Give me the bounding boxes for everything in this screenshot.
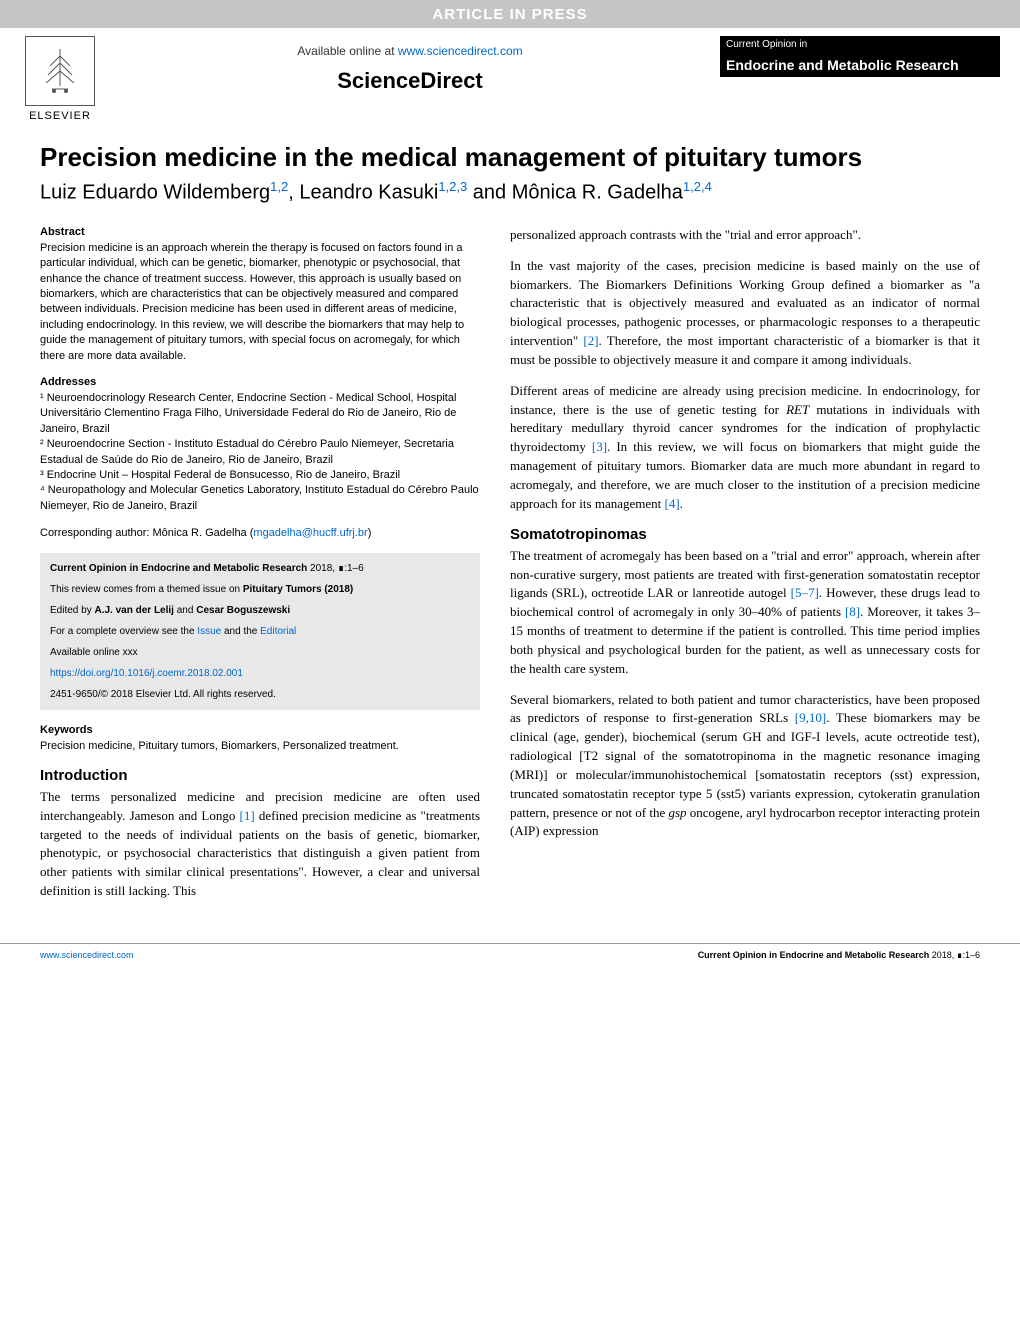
elsevier-tree-icon	[25, 36, 95, 106]
article-meta: Precision medicine in the medical manage…	[0, 122, 1020, 206]
doi-link[interactable]: https://doi.org/10.1016/j.coemr.2018.02.…	[50, 668, 243, 679]
sciencedirect-wordmark: ScienceDirect	[120, 68, 700, 94]
journal-box: Current Opinion in Endocrine and Metabol…	[720, 36, 1000, 77]
infobox-vol: 2018, ∎:1–6	[307, 563, 363, 574]
corresponding-prefix: Corresponding author: Mônica R. Gadelha …	[40, 527, 253, 539]
infobox-journal: Current Opinion in Endocrine and Metabol…	[50, 563, 307, 574]
header-center: Available online at www.sciencedirect.co…	[120, 36, 700, 94]
left-column: Abstract Precision medicine is an approa…	[40, 226, 480, 913]
somatotropinomas-heading: Somatotropinomas	[510, 526, 980, 543]
infobox-edited-prefix: Edited by	[50, 605, 94, 616]
available-online: Available online at www.sciencedirect.co…	[120, 44, 700, 58]
infobox-overview: For a complete overview see the Issue an…	[50, 624, 470, 639]
footer-right: Current Opinion in Endocrine and Metabol…	[698, 950, 980, 961]
somato-paragraph-1: The treatment of acromegaly has been bas…	[510, 547, 980, 679]
right-paragraph-1: personalized approach contrasts with the…	[510, 226, 980, 245]
two-column-layout: Abstract Precision medicine is an approa…	[0, 226, 1020, 933]
right-paragraph-2: In the vast majority of the cases, preci…	[510, 257, 980, 370]
infobox-editor2: Cesar Boguszewski	[196, 605, 290, 616]
authors: Luiz Eduardo Wildemberg1,2, Leandro Kasu…	[40, 179, 980, 206]
infobox-overview-and: and the	[221, 626, 260, 637]
abstract-heading: Abstract	[40, 226, 480, 238]
intro-paragraph-1: The terms personalized medicine and prec…	[40, 788, 480, 901]
infobox-citation: Current Opinion in Endocrine and Metabol…	[50, 561, 470, 576]
corresponding-suffix: )	[368, 527, 372, 539]
banner-text: ARTICLE IN PRESS	[432, 6, 587, 23]
editorial-link[interactable]: Editorial	[260, 626, 296, 637]
footer-left: www.sciencedirect.com	[40, 950, 134, 961]
infobox-copyright: 2451-9650/© 2018 Elsevier Ltd. All right…	[50, 687, 470, 702]
keywords-text: Precision medicine, Pituitary tumors, Bi…	[40, 739, 480, 754]
infobox-editors: Edited by A.J. van der Lelij and Cesar B…	[50, 603, 470, 618]
infobox-theme-name: Pituitary Tumors (2018)	[243, 584, 353, 595]
corresponding-author: Corresponding author: Mônica R. Gadelha …	[40, 526, 480, 541]
article-in-press-banner: ARTICLE IN PRESS	[0, 0, 1020, 28]
journal-series: Current Opinion in	[720, 36, 1000, 53]
infobox-theme: This review comes from a themed issue on…	[50, 582, 470, 597]
issue-link[interactable]: Issue	[197, 626, 221, 637]
right-paragraph-3: Different areas of medicine are already …	[510, 382, 980, 514]
infobox-theme-prefix: This review comes from a themed issue on	[50, 584, 243, 595]
right-column: personalized approach contrasts with the…	[510, 226, 980, 913]
article-title: Precision medicine in the medical manage…	[40, 142, 980, 173]
header-row: ELSEVIER Available online at www.science…	[0, 28, 1020, 122]
footer-url-link[interactable]: www.sciencedirect.com	[40, 950, 134, 960]
addresses-text: ¹ Neuroendocrinology Research Center, En…	[40, 391, 480, 514]
page-footer: www.sciencedirect.com Current Opinion in…	[0, 943, 1020, 967]
corresponding-email-link[interactable]: mgadelha@hucff.ufrj.br	[253, 527, 367, 539]
sciencedirect-url-link[interactable]: www.sciencedirect.com	[398, 44, 523, 58]
somato-paragraph-2: Several biomarkers, related to both pati…	[510, 691, 980, 842]
available-prefix: Available online at	[297, 44, 398, 58]
footer-vol: 2018, ∎:1–6	[929, 950, 980, 960]
citation-info-box: Current Opinion in Endocrine and Metabol…	[40, 553, 480, 710]
addresses-heading: Addresses	[40, 376, 480, 388]
keywords-heading: Keywords	[40, 724, 480, 736]
abstract-text: Precision medicine is an approach wherei…	[40, 241, 480, 364]
infobox-overview-prefix: For a complete overview see the	[50, 626, 197, 637]
infobox-and: and	[174, 605, 196, 616]
introduction-heading: Introduction	[40, 767, 480, 784]
infobox-editor1: A.J. van der Lelij	[94, 605, 173, 616]
footer-journal: Current Opinion in Endocrine and Metabol…	[698, 950, 930, 960]
journal-title: Endocrine and Metabolic Research	[720, 53, 1000, 77]
elsevier-label: ELSEVIER	[29, 110, 91, 122]
infobox-available: Available online xxx	[50, 645, 470, 660]
infobox-doi: https://doi.org/10.1016/j.coemr.2018.02.…	[50, 666, 470, 681]
elsevier-logo: ELSEVIER	[20, 36, 100, 122]
